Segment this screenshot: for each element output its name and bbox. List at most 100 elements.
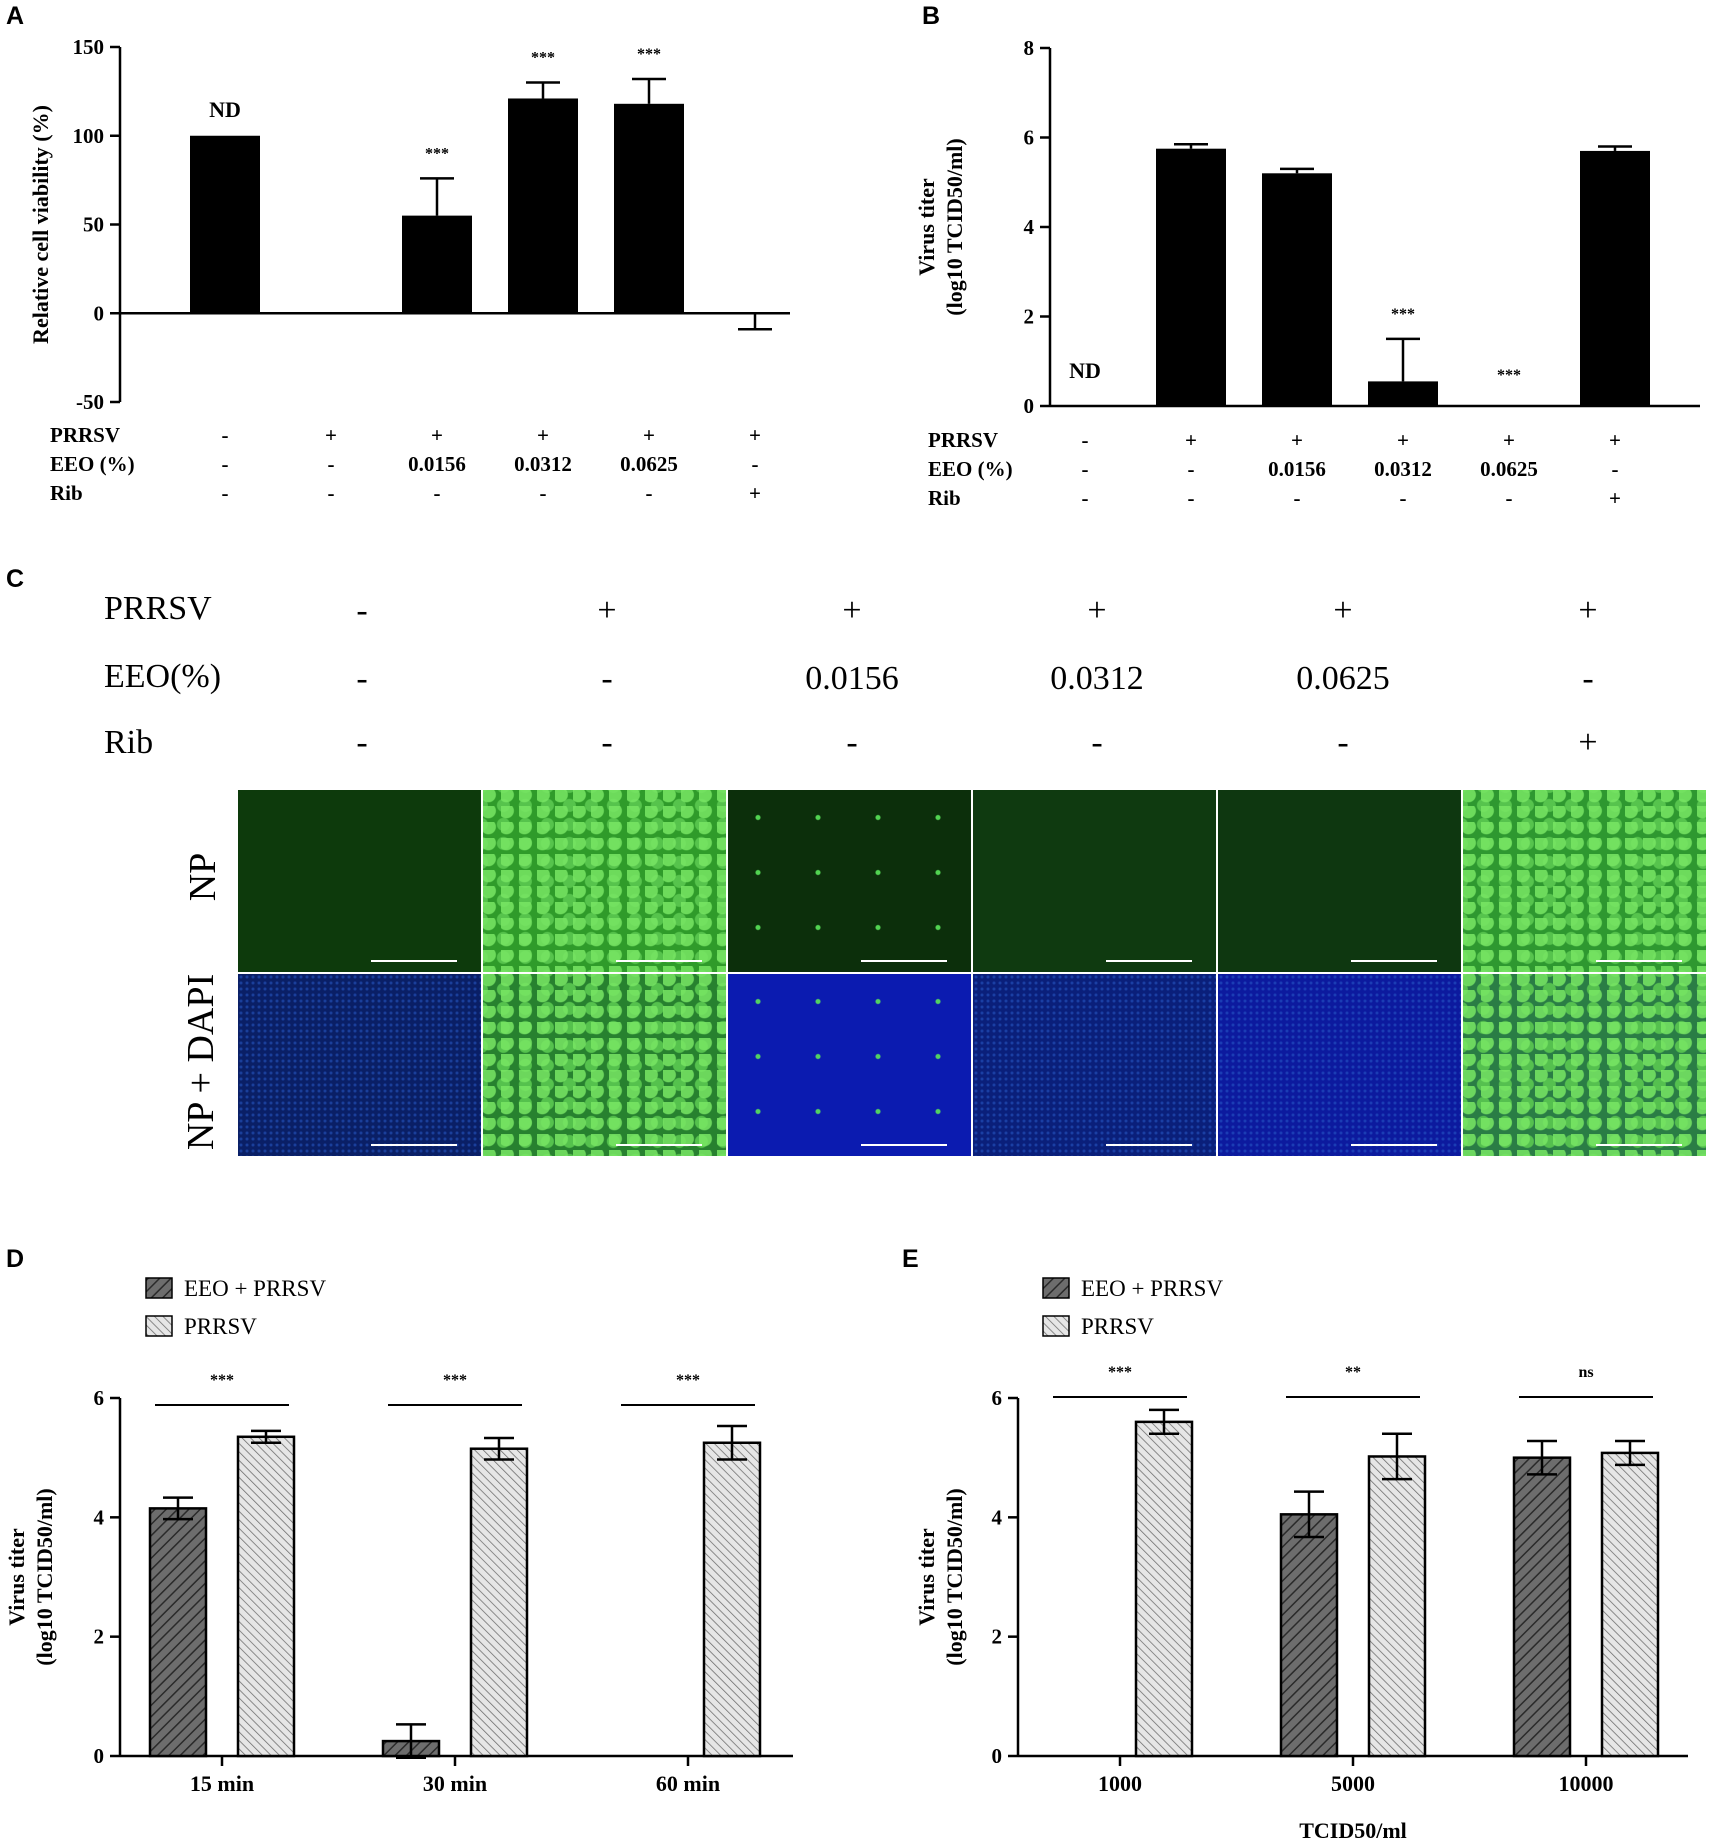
y-tick-label: 2	[992, 1625, 1003, 1649]
y-tick-label: 4	[94, 1505, 105, 1529]
bar	[508, 98, 578, 314]
y-axis-label-units: (log10 TCID50/ml)	[942, 1488, 967, 1665]
bar	[1262, 173, 1332, 406]
condition-value: 0.0312	[514, 452, 572, 476]
bar	[614, 103, 684, 314]
condition-value: -	[222, 423, 229, 447]
significance-mark: ***	[1391, 306, 1415, 323]
row-label-np: NP	[182, 852, 224, 902]
condition-value: +	[1503, 428, 1515, 452]
condition-value: +	[1609, 428, 1621, 452]
bar	[190, 135, 260, 314]
condition-value: -	[1612, 457, 1619, 481]
row-label-np-dapi: NP + DAPI	[180, 973, 222, 1151]
condition-value: -	[846, 724, 858, 761]
condition-value: -	[1294, 486, 1301, 510]
significance-mark: ***	[210, 1372, 234, 1389]
condition-value: -	[1337, 724, 1349, 761]
micrograph-np	[1218, 790, 1461, 972]
condition-value: -	[1582, 660, 1594, 697]
micrograph-np-dapi	[728, 974, 971, 1156]
x-tick-label: 5000	[1331, 1771, 1375, 1796]
scale-bar	[1351, 960, 1437, 962]
condition-value: +	[749, 481, 761, 505]
annotation-nd: ND	[209, 97, 241, 122]
panel-letter-b: B	[922, 2, 941, 30]
condition-value: -	[540, 481, 547, 505]
micrograph-np	[973, 790, 1216, 972]
scale-bar	[861, 1144, 947, 1146]
significance-mark: ***	[676, 1372, 700, 1389]
bar	[402, 215, 472, 314]
condition-value: -	[1082, 428, 1089, 452]
legend-label: PRRSV	[1081, 1314, 1154, 1339]
scale-bar	[1106, 1144, 1192, 1146]
bar	[1600, 1451, 1660, 1758]
bar	[1512, 1456, 1572, 1758]
y-tick-label: 6	[992, 1386, 1003, 1410]
bar	[148, 1507, 208, 1758]
significance-mark: ***	[1497, 367, 1521, 384]
micrograph-np-dapi	[483, 974, 726, 1156]
condition-value: -	[434, 481, 441, 505]
bar	[469, 1447, 529, 1758]
y-axis-label: Virus titer	[914, 1528, 939, 1626]
bar	[1367, 1455, 1427, 1758]
legend-swatch	[1042, 1315, 1070, 1337]
condition-label-rib: Rib	[104, 724, 154, 761]
condition-value: +	[1087, 592, 1107, 629]
condition-label: EEO (%)	[928, 457, 1013, 481]
condition-value: 0.0312	[1050, 660, 1144, 697]
bar	[1368, 381, 1438, 406]
y-tick-label: 2	[1024, 305, 1035, 329]
significance-mark: ***	[443, 1372, 467, 1389]
y-axis-label-units: (log10 TCID50/ml)	[942, 138, 967, 315]
y-tick-label: 6	[94, 1386, 105, 1410]
condition-value: -	[601, 724, 613, 761]
micrograph-np	[238, 790, 481, 972]
condition-value: +	[1185, 428, 1197, 452]
condition-label: EEO (%)	[50, 452, 135, 476]
condition-value: -	[1400, 486, 1407, 510]
y-tick-label: 4	[1024, 215, 1035, 239]
condition-value: +	[842, 592, 862, 629]
condition-value: +	[1333, 592, 1353, 629]
scale-bar	[1596, 1144, 1682, 1146]
condition-label: PRRSV	[928, 428, 998, 452]
significance-mark: **	[1345, 1364, 1361, 1381]
condition-value: 0.0312	[1374, 457, 1432, 481]
significance-mark: ***	[637, 46, 661, 63]
scale-bar	[861, 960, 947, 962]
y-tick-label: 100	[73, 124, 105, 148]
micrograph-np-dapi	[1218, 974, 1461, 1156]
legend-swatch	[145, 1315, 173, 1337]
micrograph-np-dapi	[238, 974, 481, 1156]
panel-letter-c: C	[6, 565, 25, 593]
legend-label: EEO + PRRSV	[1081, 1276, 1223, 1301]
condition-value: +	[1578, 592, 1598, 629]
micrograph-np	[483, 790, 726, 972]
y-tick-label: 8	[1024, 36, 1035, 60]
condition-value: 0.0156	[408, 452, 466, 476]
y-axis-label: Virus titer	[914, 178, 939, 276]
condition-value: -	[1091, 724, 1103, 761]
condition-value: 0.0625	[1296, 660, 1390, 697]
condition-value: -	[646, 481, 653, 505]
y-tick-label: 6	[1024, 126, 1035, 150]
condition-value: -	[1082, 457, 1089, 481]
condition-value: -	[1506, 486, 1513, 510]
y-tick-label: 50	[83, 213, 104, 237]
y-axis-label: Virus titer	[4, 1528, 29, 1626]
condition-value: -	[752, 452, 759, 476]
scale-bar	[1351, 1144, 1437, 1146]
micrograph-np	[1463, 790, 1706, 972]
x-tick-label: 1000	[1098, 1771, 1142, 1796]
condition-label: PRRSV	[50, 423, 120, 447]
significance-mark: ***	[531, 50, 555, 67]
condition-value: -	[328, 452, 335, 476]
x-tick-label: 15 min	[190, 1771, 254, 1796]
significance-mark: ***	[425, 145, 449, 162]
bar	[1279, 1513, 1339, 1758]
x-tick-label: 60 min	[656, 1771, 720, 1796]
